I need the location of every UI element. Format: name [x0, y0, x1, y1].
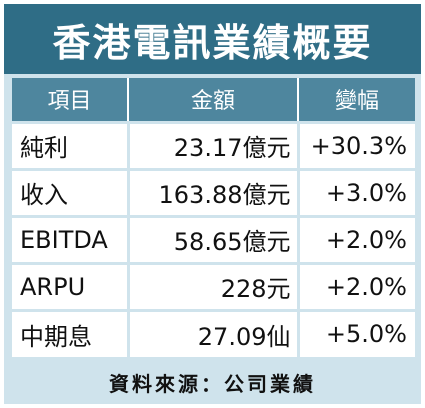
- row-amount: 228元: [126, 261, 298, 310]
- header-row: 項目 金額 變幅: [12, 78, 415, 122]
- table-row: 收入 163.88億元 +3.0%: [12, 167, 415, 216]
- row-amount: 58.65億元: [126, 214, 298, 263]
- title-bar: 香港電訊業績概要: [4, 4, 421, 74]
- row-change: +2.0%: [296, 214, 415, 263]
- row-item: EBITDA: [12, 214, 128, 263]
- row-amount: 163.88億元: [126, 167, 298, 216]
- row-item: 純利: [12, 120, 128, 169]
- row-change: +3.0%: [296, 167, 415, 216]
- table-title: 香港電訊業績概要: [52, 20, 373, 65]
- row-change: +2.0%: [296, 261, 415, 310]
- table-row: 中期息 27.09仙 +5.0%: [12, 308, 415, 357]
- row-item: 中期息: [12, 308, 128, 357]
- row-change: +30.3%: [296, 120, 415, 169]
- row-item: ARPU: [12, 261, 128, 310]
- header-change: 變幅: [297, 78, 415, 122]
- summary-card: 香港電訊業績概要 項目 金額 變幅 純利 23.17億元 +30.3% 收入 1…: [4, 4, 421, 404]
- source-note: 資料來源：公司業績: [109, 372, 316, 396]
- table-row: ARPU 228元 +2.0%: [12, 261, 415, 310]
- results-table: 項目 金額 變幅 純利 23.17億元 +30.3% 收入 163.88億元 +…: [12, 78, 415, 357]
- row-change: +5.0%: [296, 308, 415, 357]
- table-row: 純利 23.17億元 +30.3%: [12, 120, 415, 169]
- header-item: 項目: [12, 78, 128, 122]
- row-amount: 23.17億元: [126, 120, 298, 169]
- header-amount: 金額: [127, 78, 298, 122]
- row-item: 收入: [12, 167, 128, 216]
- row-amount: 27.09仙: [126, 308, 298, 357]
- table-row: EBITDA 58.65億元 +2.0%: [12, 214, 415, 263]
